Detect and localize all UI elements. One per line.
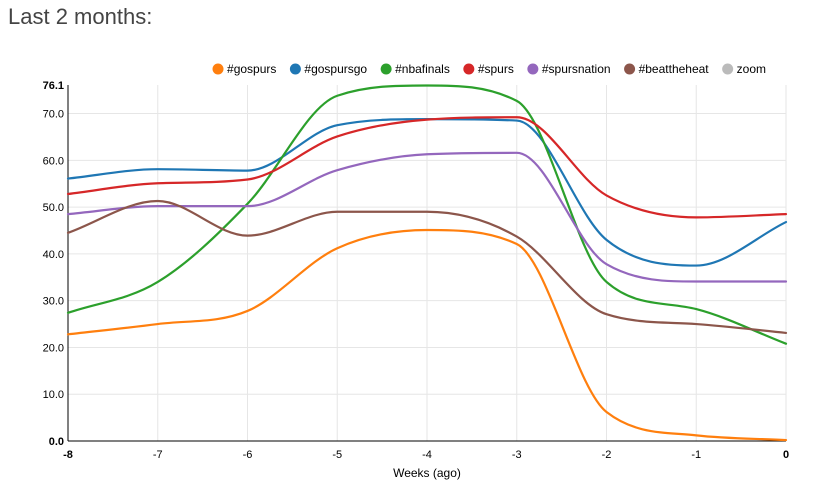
legend-item-spurs[interactable]: #spurs: [463, 62, 514, 76]
legend-item-gospursgo[interactable]: #gospursgo: [289, 62, 368, 76]
legend-item-gospurs[interactable]: #gospurs: [212, 62, 277, 76]
series-lines: [66, 84, 788, 442]
x-tick-label: -7: [153, 449, 163, 461]
y-tick-label: 60.0: [43, 155, 64, 167]
y-tick-label: 20.0: [43, 342, 64, 354]
legend-label: #gospurs: [227, 62, 276, 76]
x-tick-label: -3: [512, 449, 522, 461]
legend-item-beattheheat[interactable]: #beattheheat: [624, 62, 709, 76]
x-tick-label: -6: [243, 449, 253, 461]
legend-label: #gospursgo: [304, 62, 367, 76]
legend-swatch: [722, 63, 734, 75]
y-tick-label: 0.0: [49, 436, 64, 448]
grid: [67, 85, 787, 442]
x-axis-title: Weeks (ago): [393, 466, 461, 480]
legend-item-spursnation[interactable]: #spursnation: [527, 62, 611, 76]
legend-label: #nbafinals: [395, 62, 450, 76]
y-max-tick-label: 76.1: [43, 80, 64, 92]
legend-swatch: [212, 63, 224, 75]
legend-item-nbafinals[interactable]: #nbafinals: [380, 62, 450, 76]
y-tick-label: 30.0: [43, 296, 64, 308]
x-tick-label: -1: [691, 449, 701, 461]
series-line-spurs[interactable]: [66, 116, 788, 219]
legend-label: #spurs: [478, 62, 514, 76]
x-tick-label: 0: [783, 449, 789, 461]
y-tick-label: 50.0: [43, 202, 64, 214]
series-line-gospurs[interactable]: [66, 228, 788, 442]
series-line-beattheheat[interactable]: [66, 199, 788, 335]
series-line-nbafinals[interactable]: [66, 84, 788, 345]
x-tick-label: -5: [332, 449, 342, 461]
legend-label: #beattheheat: [639, 62, 710, 76]
axes: 0.0 10.0 20.0 30.0 40.0 50.0 60.0 70.0 76.1 -8 -7 -…: [43, 80, 789, 480]
legend-swatch: [380, 63, 392, 75]
legend-label: #spursnation: [542, 62, 611, 76]
legend-swatch: [463, 63, 475, 75]
legend: #gospurs #gospursgo #nbafinals #spurs #spurs…: [212, 62, 766, 76]
x-tick-label: -8: [63, 449, 73, 461]
y-tick-label: 10.0: [43, 389, 64, 401]
page-title: Last 2 months:: [8, 4, 153, 29]
legend-swatch: [289, 63, 301, 75]
legend-item-zoom[interactable]: zoom: [722, 62, 766, 76]
y-tick-label: 40.0: [43, 249, 64, 261]
x-tick-label: -4: [422, 449, 432, 461]
series-line-spursnation[interactable]: [66, 151, 788, 283]
legend-swatch: [624, 63, 636, 75]
y-tick-label: 70.0: [43, 109, 64, 121]
legend-swatch: [527, 63, 539, 75]
legend-label: zoom: [737, 62, 766, 76]
x-tick-label: -2: [602, 449, 612, 461]
